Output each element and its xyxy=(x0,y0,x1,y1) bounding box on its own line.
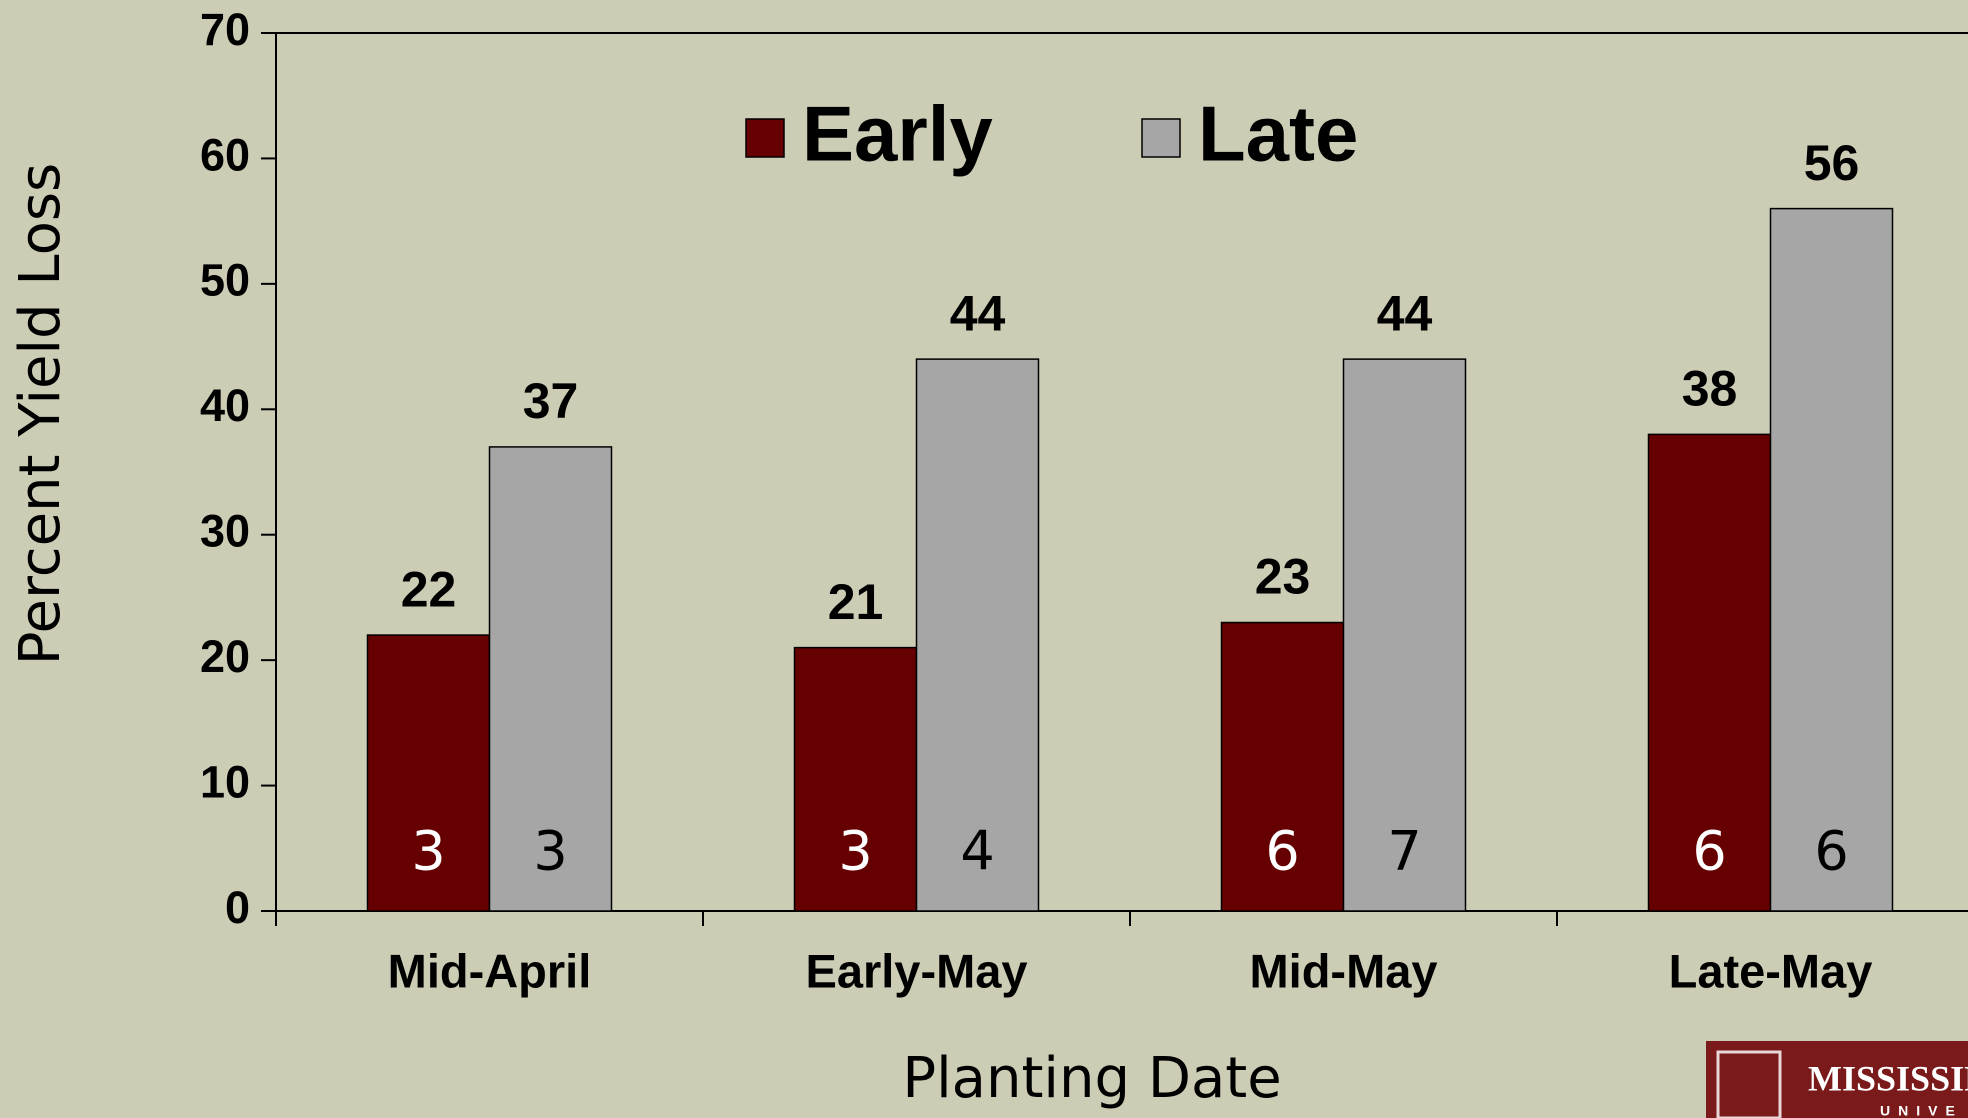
y-tick-label: 0 xyxy=(225,882,250,933)
value-label: 37 xyxy=(523,373,579,429)
bar xyxy=(1769,207,1894,912)
x-tick-label: Late-May xyxy=(1669,944,1873,997)
count-label: 3 xyxy=(838,820,872,883)
y-tick-label: 20 xyxy=(200,631,250,682)
legend-swatch xyxy=(745,118,785,158)
logo-emblem xyxy=(1716,1050,1782,1118)
count-label: 6 xyxy=(1814,820,1848,883)
x-tick-label: Mid-April xyxy=(388,944,592,997)
x-axis-title: Planting Date xyxy=(902,1046,1281,1111)
x-tick-label: Early-May xyxy=(805,944,1027,997)
y-tick-label: 10 xyxy=(200,756,250,807)
bar xyxy=(915,358,1040,912)
y-axis-title: Percent Yield Loss xyxy=(8,163,73,665)
count-label: 6 xyxy=(1265,820,1299,883)
count-label: 6 xyxy=(1692,820,1726,883)
legend-label: Early xyxy=(802,90,993,178)
bar xyxy=(793,646,918,912)
bar xyxy=(1220,621,1345,912)
value-label: 23 xyxy=(1255,549,1311,605)
count-label: 7 xyxy=(1387,820,1421,883)
value-label: 21 xyxy=(828,574,884,630)
bar xyxy=(488,446,613,912)
count-label: 4 xyxy=(960,820,994,883)
value-label: 56 xyxy=(1804,135,1860,191)
bar xyxy=(1342,358,1467,912)
y-tick-label: 60 xyxy=(200,129,250,180)
value-label: 38 xyxy=(1682,361,1738,417)
logo-background xyxy=(1706,1041,1968,1118)
bar xyxy=(366,634,491,912)
count-label: 3 xyxy=(533,820,567,883)
legend-label: Late xyxy=(1198,90,1358,178)
logo: MISSISSIP UNIVE xyxy=(1706,1041,1968,1118)
legend-swatch xyxy=(1141,118,1181,158)
x-tick-label: Mid-May xyxy=(1250,944,1438,997)
bar xyxy=(1647,433,1772,912)
value-label: 22 xyxy=(401,561,457,617)
count-label: 3 xyxy=(411,820,445,883)
value-label: 44 xyxy=(1377,285,1433,341)
y-tick-label: 30 xyxy=(200,506,250,557)
value-label: 44 xyxy=(950,285,1006,341)
y-tick-label: 50 xyxy=(200,255,250,306)
y-tick-label: 70 xyxy=(200,4,250,55)
logo-text: MISSISSIP xyxy=(1808,1058,1968,1098)
y-tick-label: 40 xyxy=(200,380,250,431)
logo-subtext: UNIVE xyxy=(1880,1103,1963,1118)
